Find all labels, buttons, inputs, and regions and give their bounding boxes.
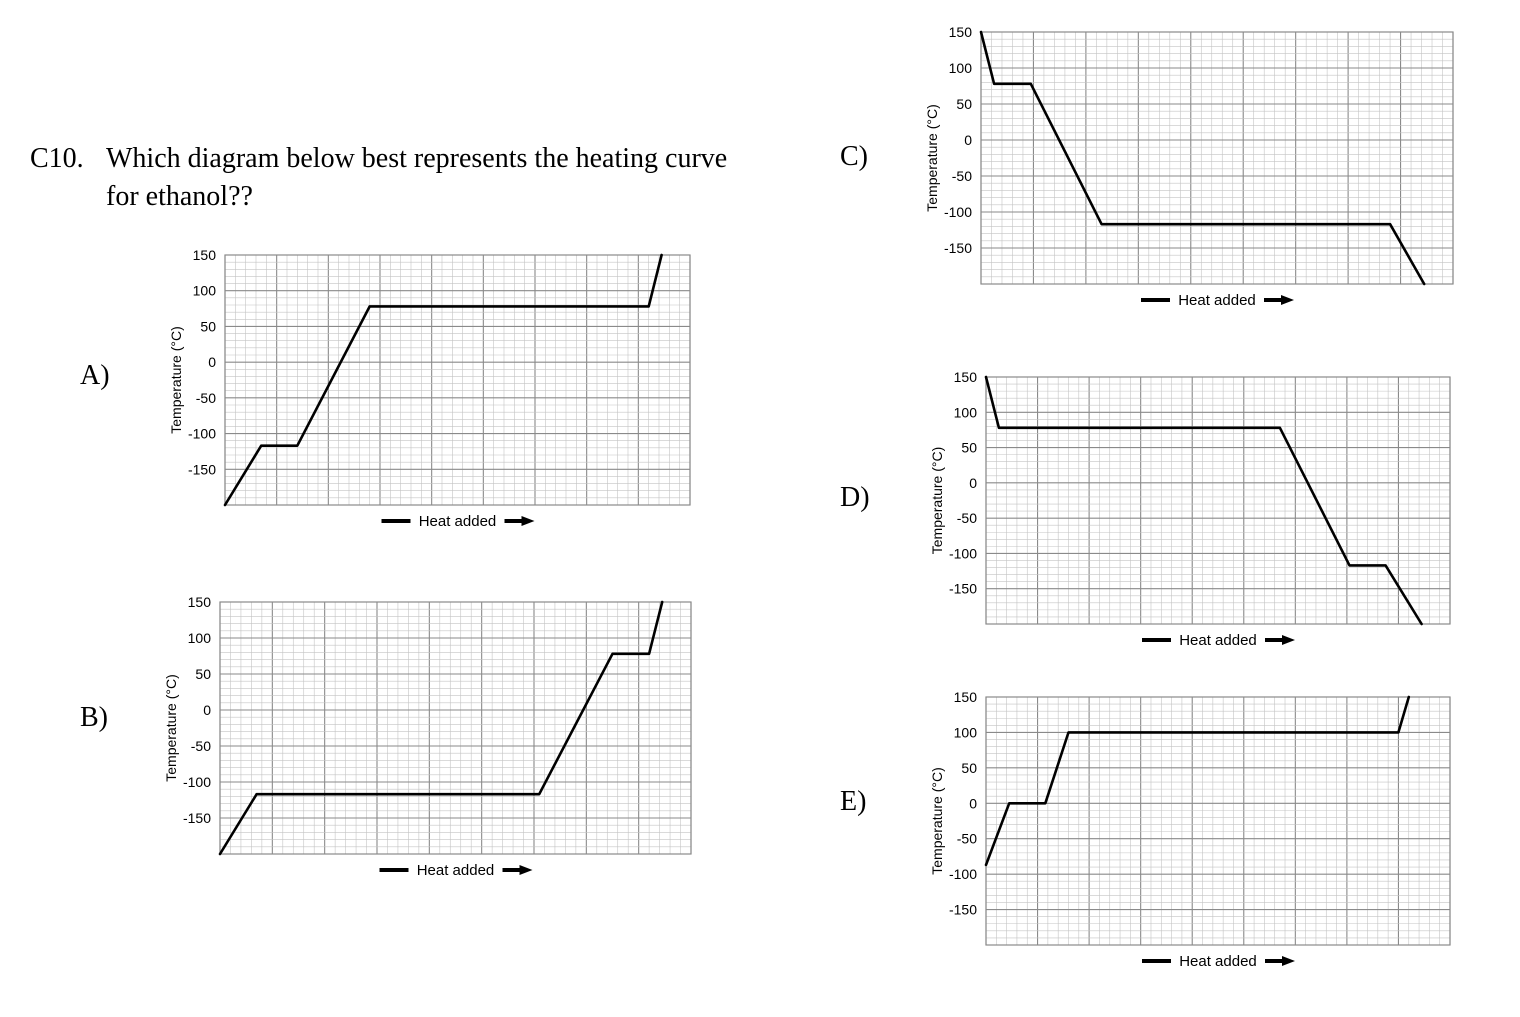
y-tick-label: -100 — [949, 545, 977, 561]
x-axis-label: Heat added — [381, 513, 535, 530]
y-tick-label: 0 — [969, 475, 977, 491]
grid — [224, 254, 691, 506]
y-tick-label: 50 — [961, 440, 977, 456]
plot-frame — [980, 31, 1454, 285]
y-tick-label: 100 — [954, 724, 978, 740]
right-arrow-icon — [1282, 635, 1295, 645]
plot-frame — [985, 376, 1451, 625]
x-axis-label-text: Heat added — [1179, 953, 1257, 970]
chart-e: 150 100 50 0 -50 -100 -150 Temperature (°C) Heat… — [929, 689, 1451, 970]
y-tick-label: -100 — [188, 426, 216, 442]
y-tick-label: -150 — [183, 810, 211, 826]
y-tick-label: -50 — [957, 510, 977, 526]
y-tick-label: -150 — [949, 581, 977, 597]
y-tick-label: -50 — [957, 831, 977, 847]
chart-c: 150 100 50 0 -50 -100 -150 Temperature (°C) Heat… — [924, 24, 1454, 309]
chart-d: 150 100 50 0 -50 -100 -150 Temperature (°C) Heat… — [929, 369, 1451, 649]
y-axis-label: Temperature (°C) — [929, 447, 945, 555]
y-axis-label: Temperature (°C) — [929, 767, 945, 875]
x-axis-label: Heat added — [379, 862, 533, 879]
heating-curve-line — [984, 695, 1411, 867]
y-tick-label: 100 — [954, 404, 978, 420]
x-axis-label-text: Heat added — [1178, 292, 1256, 309]
y-tick-label: 150 — [954, 689, 978, 705]
right-arrow-icon — [519, 865, 533, 875]
y-tick-label: 50 — [961, 760, 977, 776]
x-axis-label-text: Heat added — [1179, 632, 1257, 649]
y-tick-label: -100 — [949, 866, 977, 882]
y-axis-label: Temperature (°C) — [168, 326, 184, 434]
y-tick-label: -150 — [944, 240, 972, 256]
x-axis-label: Heat added — [1142, 632, 1295, 649]
y-tick-label: 100 — [188, 630, 212, 646]
y-tick-label: 100 — [949, 60, 973, 76]
option-a-label[interactable]: A) — [80, 360, 110, 391]
x-axis-label-text: Heat added — [417, 862, 495, 879]
grid — [219, 601, 692, 855]
y-axis-label: Temperature (°C) — [924, 104, 940, 212]
heating-curve-line — [979, 30, 1426, 286]
question-number: C10. — [30, 143, 84, 174]
y-tick-label: -150 — [949, 902, 977, 918]
heating-curve-line — [218, 600, 664, 856]
y-tick-label: 50 — [956, 96, 972, 112]
y-tick-label: -100 — [944, 204, 972, 220]
y-axis-label: Temperature (°C) — [163, 674, 179, 782]
grid — [985, 376, 1451, 625]
plot-frame — [224, 254, 691, 506]
option-d-label[interactable]: D) — [840, 482, 870, 513]
y-tick-label: -100 — [183, 774, 211, 790]
y-tick-label: 100 — [193, 283, 217, 299]
y-tick-label: 150 — [188, 594, 212, 610]
plot-frame — [219, 601, 692, 855]
right-arrow-icon — [1281, 295, 1294, 305]
x-axis-label-text: Heat added — [419, 513, 497, 530]
right-arrow-icon — [521, 516, 535, 526]
y-tick-label: 0 — [203, 702, 211, 718]
y-tick-label: 150 — [193, 247, 217, 263]
right-arrow-icon — [1282, 956, 1295, 966]
y-tick-label: 150 — [954, 369, 978, 385]
x-axis-label: Heat added — [1142, 953, 1295, 970]
x-axis-label: Heat added — [1141, 292, 1294, 309]
heating-curve-line — [984, 375, 1423, 626]
option-c-label[interactable]: C) — [840, 141, 868, 172]
y-tick-label: 0 — [969, 795, 977, 811]
grid — [985, 696, 1451, 946]
chart-a: 150 100 50 0 -50 -100 -150 Temperature (°C) Heat… — [168, 247, 691, 530]
option-b-label[interactable]: B) — [80, 702, 108, 733]
grid — [980, 31, 1454, 285]
plot-frame — [985, 696, 1451, 946]
y-tick-label: -50 — [191, 738, 211, 754]
heating-curve-line — [223, 253, 663, 507]
option-e-label[interactable]: E) — [840, 786, 867, 817]
y-tick-label: 50 — [200, 318, 216, 334]
y-tick-label: 150 — [949, 24, 973, 40]
y-tick-label: -150 — [188, 461, 216, 477]
chart-b: 150 100 50 0 -50 -100 -150 Temperature (°C) Heat… — [163, 594, 692, 879]
y-tick-label: -50 — [196, 390, 216, 406]
y-tick-label: -50 — [952, 168, 972, 184]
y-tick-label: 50 — [195, 666, 211, 682]
y-tick-label: 0 — [208, 354, 216, 370]
question-text: Which diagram below best represents the … — [106, 143, 728, 212]
y-tick-label: 0 — [964, 132, 972, 148]
